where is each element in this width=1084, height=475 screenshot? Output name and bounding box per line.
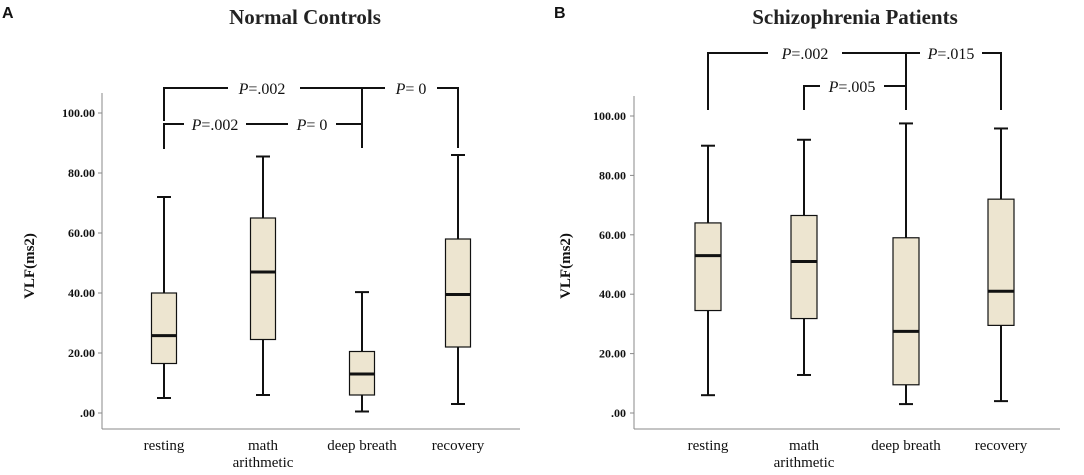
panel-b-annotation-1: P=.002 bbox=[781, 46, 829, 63]
box-iqr bbox=[150, 292, 178, 365]
y-tick-label: 100.00 bbox=[62, 106, 95, 120]
p-value: =.005 bbox=[838, 79, 875, 96]
y-tick-label: 100.00 bbox=[593, 109, 626, 123]
y-tick-label: 20.00 bbox=[68, 346, 95, 360]
x-category-label: math bbox=[248, 438, 278, 454]
p-symbol: P bbox=[781, 46, 792, 63]
y-tick-label: .00 bbox=[80, 406, 95, 420]
panel-a-bracket-lower bbox=[163, 123, 362, 149]
panel-a-bracket-deep-recovery bbox=[362, 87, 459, 148]
p-symbol: P bbox=[927, 46, 938, 63]
y-tick-label: 80.00 bbox=[599, 168, 626, 182]
panel-a-annotations: P=.002 P=.002 P= 0 P= 0 bbox=[163, 81, 459, 149]
p-value: =.002 bbox=[791, 46, 828, 63]
panel-a-annotation-2: P=.002 bbox=[191, 117, 239, 134]
p-value: =.015 bbox=[937, 46, 974, 63]
panel-b-annotations: P=.002 P=.005 P=.015 bbox=[707, 46, 1002, 110]
y-tick-label: 60.00 bbox=[599, 228, 626, 242]
p-symbol: P bbox=[191, 117, 202, 134]
x-category-label: arithmetic bbox=[774, 455, 835, 471]
p-value: = 0 bbox=[306, 117, 327, 134]
panel-a-annotation-4: P= 0 bbox=[395, 81, 427, 98]
panel-b-title: Schizophrenia Patients bbox=[752, 5, 958, 29]
panel-b-y-axis-label: VLF(ms2) bbox=[558, 233, 574, 299]
x-category-label: resting bbox=[688, 438, 729, 454]
panel-b-bracket-deep-recovery bbox=[906, 52, 1002, 110]
p-value: = 0 bbox=[405, 81, 426, 98]
p-symbol: P bbox=[296, 117, 307, 134]
panel-a-annotation-1: P=.002 bbox=[238, 81, 286, 98]
panel-b-annotation-2: P=.005 bbox=[828, 79, 876, 96]
box-iqr bbox=[987, 198, 1015, 326]
panel-a-annotation-3: P= 0 bbox=[296, 117, 328, 134]
x-category-label: recovery bbox=[975, 438, 1028, 454]
y-tick-label: 40.00 bbox=[599, 287, 626, 301]
box-iqr bbox=[249, 217, 277, 341]
panel-b-bracket-math-deep bbox=[803, 85, 906, 110]
box-iqr bbox=[892, 237, 920, 386]
y-tick-label: 80.00 bbox=[68, 166, 95, 180]
x-category-label: recovery bbox=[432, 438, 485, 454]
panel-b-annotation-3: P=.015 bbox=[927, 46, 975, 63]
y-tick-label: 60.00 bbox=[68, 226, 95, 240]
y-tick-label: 40.00 bbox=[68, 286, 95, 300]
panel-a-y-axis-label: VLF(ms2) bbox=[22, 233, 38, 299]
box-iqr bbox=[790, 214, 818, 320]
panel-a-title: Normal Controls bbox=[229, 5, 381, 29]
x-category-label: deep breath bbox=[871, 438, 941, 454]
y-tick-label: .00 bbox=[611, 406, 626, 420]
p-symbol: P bbox=[395, 81, 406, 98]
p-value: =.002 bbox=[248, 81, 285, 98]
panel-a-label: A bbox=[2, 5, 14, 22]
y-tick-label: 20.00 bbox=[599, 347, 626, 361]
x-category-label: deep breath bbox=[327, 438, 397, 454]
p-symbol: P bbox=[828, 79, 839, 96]
x-category-label: arithmetic bbox=[233, 455, 294, 471]
box-iqr bbox=[694, 222, 722, 312]
x-category-label: math bbox=[789, 438, 819, 454]
p-symbol: P bbox=[238, 81, 249, 98]
x-category-label: resting bbox=[144, 438, 185, 454]
chart-marks: .00 20.00 40.00 60.00 80.00 100.00 resting math… bbox=[62, 93, 1060, 471]
p-value: =.002 bbox=[201, 117, 238, 134]
panel-b-label: B bbox=[554, 5, 566, 22]
